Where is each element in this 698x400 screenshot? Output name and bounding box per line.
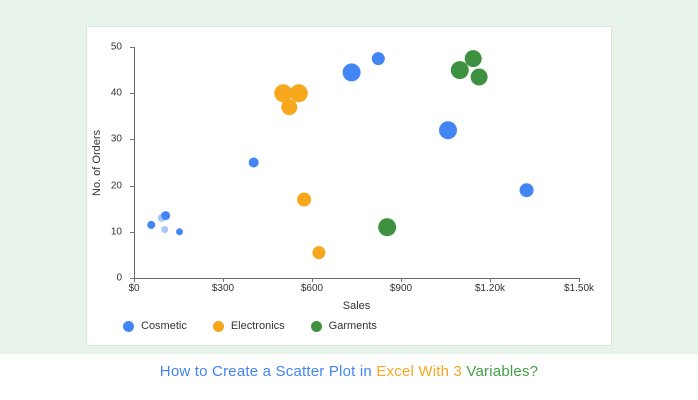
y-tick-label: 10 — [110, 226, 122, 238]
data-point-garments — [464, 50, 482, 68]
y-tick-label: 50 — [110, 41, 122, 53]
title-part-blue: How to Create a Scatter Plot in — [159, 363, 377, 380]
title-part-orange: Excel With 3 — [376, 363, 467, 380]
legend-label-garments: Garments — [328, 320, 377, 332]
page-title: How to Create a Scatter Plot in Excel Wi… — [0, 363, 698, 380]
y-tick-mark — [130, 93, 134, 95]
data-point-electronics — [274, 84, 293, 103]
x-tick-mark — [312, 278, 313, 282]
chart-card: No. of Orders 0 10 20 30 40 50 $0 $300 $600 $900… — [86, 26, 612, 346]
x-tick-label: $1.20k — [474, 283, 506, 294]
data-point-cosmetic — [176, 228, 183, 236]
y-tick-label: 0 — [116, 272, 122, 284]
x-tick-mark — [134, 278, 135, 282]
x-tick-mark — [223, 278, 224, 282]
data-point-cosmetic — [147, 220, 156, 229]
data-point-electronics — [297, 192, 312, 207]
x-axis-title: Sales — [342, 300, 371, 312]
y-tick-mark — [130, 278, 134, 279]
x-tick-mark — [490, 278, 491, 282]
y-axis-tick-labels: 0 10 20 30 40 50 — [87, 42, 128, 284]
data-point-electronics — [289, 84, 308, 103]
legend-item-electronics: Electronics — [212, 320, 285, 332]
data-point-electronics — [281, 99, 298, 116]
legend-item-garments: Garments — [310, 320, 377, 332]
data-point-garments — [450, 61, 469, 80]
x-tick-label: $1.50k — [563, 283, 595, 294]
data-point-cosmetic — [439, 121, 457, 140]
scatter-plot — [147, 50, 534, 260]
y-tick-mark — [130, 185, 134, 187]
data-point-cosmetic — [161, 211, 171, 221]
data-point-electronics — [312, 246, 326, 260]
legend-label-cosmetic: Cosmetic — [141, 320, 187, 332]
y-tick-mark — [130, 47, 134, 48]
legend-swatch-cosmetic — [123, 320, 134, 332]
data-point-cosmetic — [161, 226, 169, 233]
x-axis-tick-labels: $0 $300 $600 $900 $1.20k $1.50k — [128, 283, 594, 297]
x-tick-label: $900 — [389, 283, 413, 294]
legend-swatch-garments — [310, 320, 322, 332]
legend-item-cosmetic: Cosmetic — [123, 320, 187, 332]
y-tick-label: 40 — [110, 87, 122, 99]
x-tick-label: $300 — [211, 283, 235, 294]
x-tick-mark — [401, 278, 402, 282]
legend: Cosmetic Electronics Garments — [123, 320, 377, 332]
x-tick-mark — [579, 278, 580, 282]
data-point-cosmetic — [342, 63, 361, 82]
data-point-cosmetic — [519, 183, 534, 198]
legend-label-electronics: Electronics — [230, 320, 285, 332]
y-tick-label: 30 — [110, 133, 122, 145]
x-tick-label: $600 — [300, 283, 324, 294]
data-point-garments — [470, 68, 488, 86]
legend-swatch-electronics — [212, 320, 224, 332]
data-point-cosmetic — [371, 52, 385, 66]
x-tick-label: $0 — [128, 283, 140, 294]
y-tick-mark — [130, 231, 134, 233]
plot-area — [134, 47, 580, 279]
data-point-garments — [378, 218, 397, 237]
y-tick-mark — [130, 139, 134, 141]
data-point-cosmetic — [248, 157, 259, 168]
y-tick-label: 20 — [110, 180, 122, 192]
title-part-green: Variables? — [466, 363, 539, 380]
